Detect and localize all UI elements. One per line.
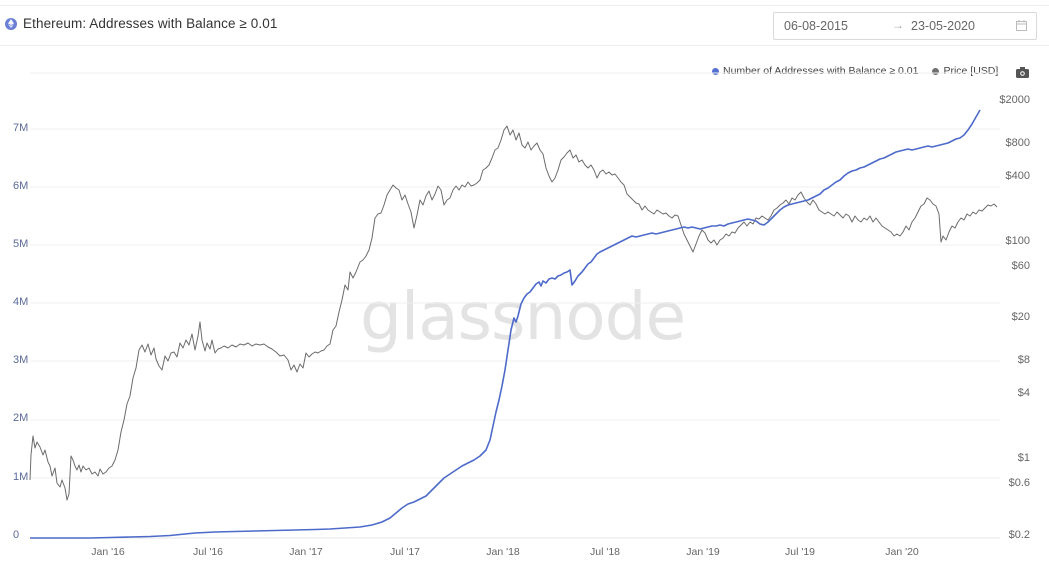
- date-end-input[interactable]: 23-05-2020: [911, 19, 975, 33]
- x-tick-jan-18: Jan '18: [486, 546, 520, 558]
- x-tick-jan-17: Jan '17: [289, 546, 323, 558]
- legend-label-price: Price [USD]: [943, 65, 999, 77]
- title-group: Ethereum: Addresses with Balance ≥ 0.01: [5, 16, 277, 31]
- chart-title: Ethereum: Addresses with Balance ≥ 0.01: [23, 16, 278, 31]
- calendar-icon[interactable]: [1016, 20, 1027, 34]
- right-tick-4: $4: [1017, 387, 1030, 399]
- glassnode-watermark: glassnode: [360, 278, 686, 355]
- legend-label-addresses: Number of Addresses with Balance ≥ 0.01: [723, 65, 919, 77]
- x-tick-jan-20: Jan '20: [885, 546, 919, 558]
- right-tick-60: $60: [1011, 260, 1030, 272]
- right-tick-20: $20: [1011, 311, 1030, 323]
- ethereum-icon: [5, 17, 17, 30]
- left-tick-0: 0: [13, 529, 20, 541]
- x-tick-jul-17: Jul '17: [389, 546, 421, 558]
- chart-header: Ethereum: Addresses with Balance ≥ 0.01 …: [0, 6, 1049, 46]
- right-tick-2000: $2000: [999, 94, 1030, 106]
- legend-item-addresses[interactable]: Number of Addresses with Balance ≥ 0.01: [712, 65, 918, 77]
- left-tick-3m: 3M: [13, 354, 29, 366]
- right-tick-0-6: $0.6: [1008, 477, 1030, 489]
- grid-lines: [30, 72, 1000, 539]
- left-tick-2m: 2M: [13, 412, 29, 424]
- left-tick-1m: 1M: [13, 471, 29, 483]
- left-tick-7m: 7M: [13, 122, 29, 134]
- left-tick-6m: 6M: [13, 180, 29, 192]
- x-tick-jul-19: Jul '19: [784, 546, 816, 558]
- date-range-picker[interactable]: 06-08-2015 → 23-05-2020: [773, 12, 1037, 40]
- arrow-right-icon: →: [892, 18, 904, 32]
- chart-legend: Number of Addresses with Balance ≥ 0.01 …: [712, 65, 1012, 77]
- x-tick-jul-16: Jul '16: [192, 546, 224, 558]
- right-tick-0-2: $0.2: [1008, 529, 1030, 541]
- date-start-input[interactable]: 06-08-2015: [784, 19, 848, 33]
- camera-icon[interactable]: [1016, 65, 1029, 83]
- left-tick-5m: 5M: [13, 238, 29, 250]
- right-tick-400: $400: [1005, 170, 1030, 182]
- x-tick-jul-18: Jul '18: [589, 546, 621, 558]
- legend-dot-addresses: [712, 67, 719, 75]
- price-line: [29, 125, 998, 501]
- right-tick-1: $1: [1017, 452, 1030, 464]
- x-tick-jan-19: Jan '19: [686, 546, 720, 558]
- x-tick-jan-16: Jan '16: [91, 546, 125, 558]
- addresses-line: [30, 109, 981, 539]
- left-tick-4m: 4M: [13, 296, 29, 308]
- legend-dot-price: [932, 67, 940, 75]
- top-border: [0, 5, 1049, 6]
- legend-item-price[interactable]: Price [USD]: [932, 65, 998, 77]
- right-tick-8: $8: [1017, 354, 1030, 366]
- right-tick-800: $800: [1005, 137, 1030, 149]
- right-tick-100: $100: [1005, 235, 1030, 247]
